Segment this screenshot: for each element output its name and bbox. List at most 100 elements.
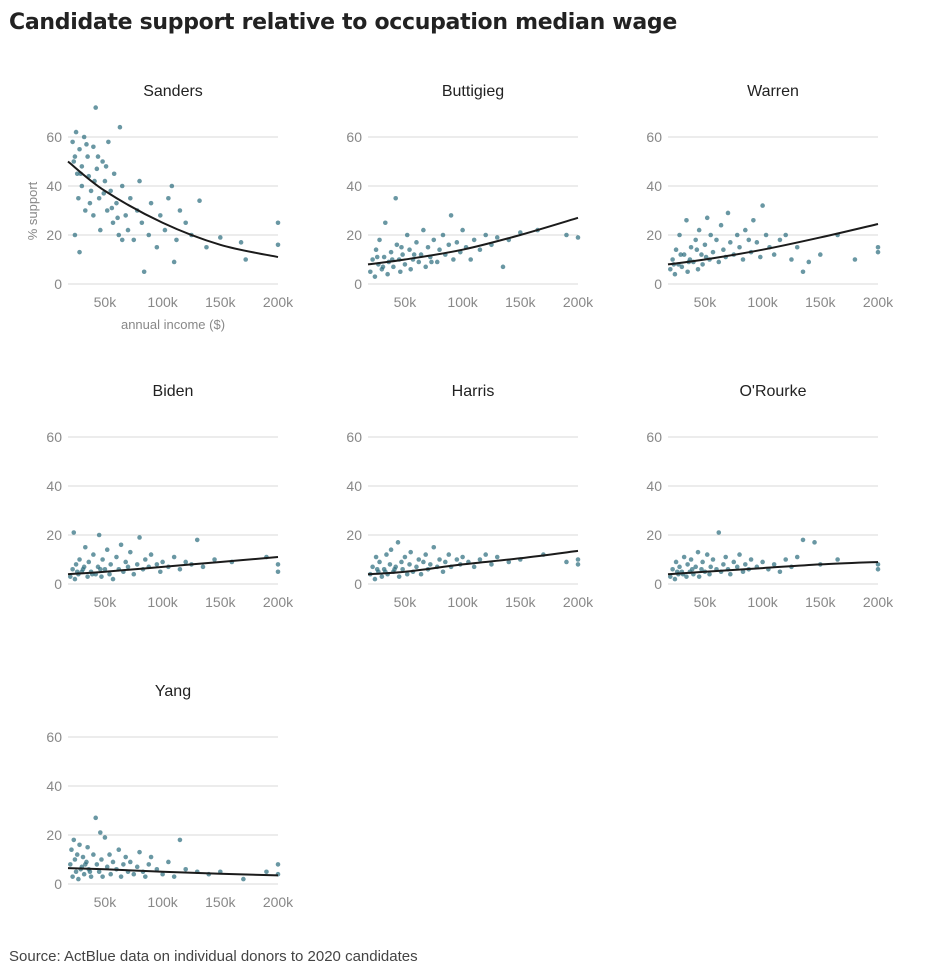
y-tick-label: 60 [46, 729, 62, 745]
y-tick-label: 20 [46, 227, 62, 243]
data-point [154, 244, 160, 250]
data-point [370, 564, 375, 570]
data-point [143, 874, 148, 879]
panel-title: Yang [155, 683, 191, 700]
data-point [704, 552, 710, 557]
data-point [372, 576, 378, 582]
data-point [86, 559, 92, 565]
data-point [575, 235, 581, 240]
panel-title: Biden [153, 383, 194, 400]
data-point [411, 252, 417, 257]
trend-line [367, 216, 579, 266]
data-point [421, 227, 426, 233]
data-point [125, 227, 131, 233]
data-point [70, 139, 75, 145]
data-point [377, 237, 382, 243]
data-point [408, 267, 413, 272]
x-tick-label: 50k [94, 894, 118, 910]
data-point [183, 867, 188, 872]
data-point [377, 559, 382, 565]
panel-orourke: 0 20 40 60 50k 100k 150k 200k O'Rourke [646, 383, 894, 610]
x-tick-label: 100k [447, 294, 478, 310]
data-point [875, 562, 881, 567]
data-point [685, 269, 690, 275]
y-tick-label: 20 [46, 827, 62, 843]
data-point [72, 576, 78, 582]
data-point [721, 562, 726, 567]
data-point [76, 876, 81, 882]
data-point [388, 547, 394, 552]
data-point [446, 242, 452, 248]
x-tick-label: 150k [505, 294, 536, 310]
data-point [446, 552, 452, 557]
data-point [672, 576, 678, 582]
x-tick-label: 150k [205, 894, 236, 910]
data-point [72, 857, 78, 862]
data-point [434, 259, 440, 265]
data-point [431, 544, 437, 550]
data-point [134, 562, 140, 567]
data-point [789, 257, 794, 262]
data-point [737, 244, 742, 250]
data-point [119, 237, 125, 243]
data-point [416, 259, 422, 265]
x-tick-label: 100k [747, 294, 778, 310]
x-tick-label: 50k [94, 594, 118, 610]
data-point [99, 857, 104, 862]
data-point [443, 559, 448, 565]
panel-buttigieg: 0 20 40 60 50k 100k 150k 200k Buttigieg [346, 83, 594, 310]
data-point [71, 159, 77, 164]
panel-warren: 0 20 40 60 50k 100k 150k 200k Warren [646, 83, 894, 310]
data-point [418, 252, 424, 257]
data-point [725, 210, 731, 216]
data-point [264, 869, 269, 875]
data-point [125, 564, 131, 570]
data-point [171, 874, 177, 879]
data-point [754, 240, 760, 245]
data-point [98, 567, 103, 572]
data-point [88, 874, 94, 879]
x-tick-label: 100k [747, 594, 778, 610]
data-point [440, 232, 446, 238]
x-tick-label: 50k [394, 594, 418, 610]
data-point [440, 569, 446, 575]
data-point [108, 871, 113, 877]
data-point [87, 869, 93, 875]
data-point [575, 557, 581, 562]
data-point [384, 552, 389, 557]
data-point [471, 237, 477, 243]
data-point [681, 554, 687, 560]
data-point [673, 559, 679, 565]
data-point [80, 854, 86, 860]
data-point [128, 549, 133, 555]
data-point [77, 146, 82, 152]
x-tick-label: 200k [863, 594, 894, 610]
x-tick-label: 50k [694, 294, 718, 310]
data-point [111, 171, 117, 177]
data-point [123, 213, 128, 218]
data-point [743, 562, 748, 567]
data-point [783, 232, 788, 238]
x-tick-label: 150k [505, 594, 536, 610]
data-point [137, 535, 142, 540]
data-point [134, 864, 140, 870]
data-point [96, 532, 102, 538]
data-point [128, 195, 133, 201]
y-tick-label: 20 [46, 527, 62, 543]
trend-line [67, 867, 279, 877]
data-point [95, 154, 101, 159]
data-point [381, 254, 387, 260]
data-point [79, 164, 85, 169]
data-point [399, 559, 404, 565]
data-point [494, 554, 500, 560]
data-point [685, 562, 690, 567]
data-point [116, 847, 122, 852]
data-point [158, 569, 163, 575]
data-point [506, 559, 512, 565]
data-point [77, 842, 82, 848]
data-point [93, 815, 98, 821]
data-point [710, 557, 716, 562]
data-point [91, 852, 96, 857]
y-tick-label: 40 [646, 478, 662, 494]
data-point [760, 559, 765, 565]
